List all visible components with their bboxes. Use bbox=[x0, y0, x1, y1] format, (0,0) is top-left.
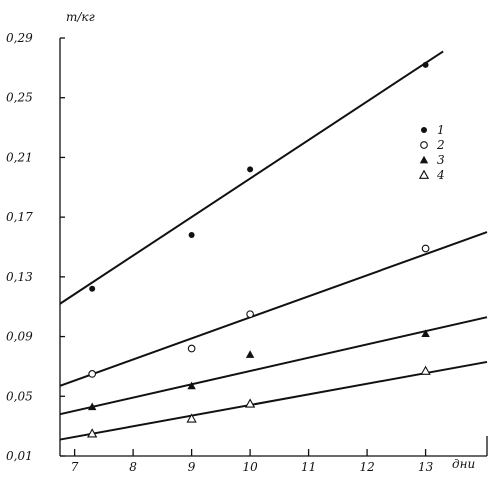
x-tick-label: 11 bbox=[301, 460, 316, 474]
data-markers bbox=[87, 61, 431, 438]
x-tick-label: 10 bbox=[242, 460, 258, 474]
data-point-series-1 bbox=[89, 285, 96, 292]
y-tick-label: 0,13 bbox=[6, 270, 33, 284]
data-point-series-3 bbox=[421, 329, 430, 337]
data-point-series-2 bbox=[88, 370, 97, 378]
legend-label-1: 1 bbox=[437, 123, 445, 137]
fit-line-series-4 bbox=[59, 360, 488, 441]
legend-label-2: 2 bbox=[436, 138, 445, 152]
data-point-series-3 bbox=[187, 381, 196, 390]
y-tick-label: 0,05 bbox=[6, 389, 33, 403]
data-point-series-2 bbox=[421, 244, 430, 253]
legend-label-4: 4 bbox=[436, 168, 445, 182]
y-tick-label: 0,25 bbox=[6, 91, 33, 105]
legend-label-3: 3 bbox=[437, 153, 445, 167]
data-point-series-1 bbox=[247, 166, 254, 173]
data-point-series-4 bbox=[244, 398, 256, 408]
legend-marker-4 bbox=[418, 169, 430, 179]
x-tick-label: 9 bbox=[188, 460, 196, 474]
y-axis-label: т/кг bbox=[66, 10, 95, 24]
data-point-series-3 bbox=[245, 350, 255, 358]
x-tick-label: 8 bbox=[129, 460, 137, 474]
x-tick-label: 13 bbox=[418, 460, 434, 474]
fit-lines bbox=[59, 50, 488, 441]
y-tick-label: 0,09 bbox=[6, 330, 33, 344]
legend-marker-1 bbox=[421, 127, 427, 133]
data-point-series-1 bbox=[188, 232, 195, 239]
fit-line-series-1 bbox=[59, 50, 444, 305]
y-tick-label: 0,21 bbox=[6, 150, 33, 164]
legend-marker-3 bbox=[419, 155, 429, 164]
data-point-series-2 bbox=[187, 344, 196, 353]
y-tick-label: 0,01 bbox=[6, 449, 33, 463]
data-point-series-3 bbox=[87, 402, 97, 411]
data-point-series-1 bbox=[422, 61, 429, 68]
axis-ticks: 7 8 9 10 11 12 13 0,01 0,05 0,09 0,13 0,17 0,21 0,25 0… bbox=[6, 31, 434, 474]
data-point-series-4 bbox=[186, 413, 197, 423]
data-point-series-2 bbox=[246, 310, 254, 319]
plot-area bbox=[59, 38, 488, 457]
data-point-series-4 bbox=[87, 428, 98, 438]
y-tick-label: 0,17 bbox=[6, 210, 33, 224]
fit-line-series-2 bbox=[59, 231, 488, 387]
fit-line-series-3 bbox=[59, 316, 488, 416]
x-tick-label: 12 bbox=[359, 460, 374, 474]
y-tick-label: 0,29 bbox=[6, 31, 33, 45]
x-axis-label: дни bbox=[452, 457, 475, 471]
data-point-series-4 bbox=[420, 365, 431, 375]
legend-marker-2 bbox=[420, 141, 428, 149]
x-tick-label: 7 bbox=[71, 460, 79, 474]
